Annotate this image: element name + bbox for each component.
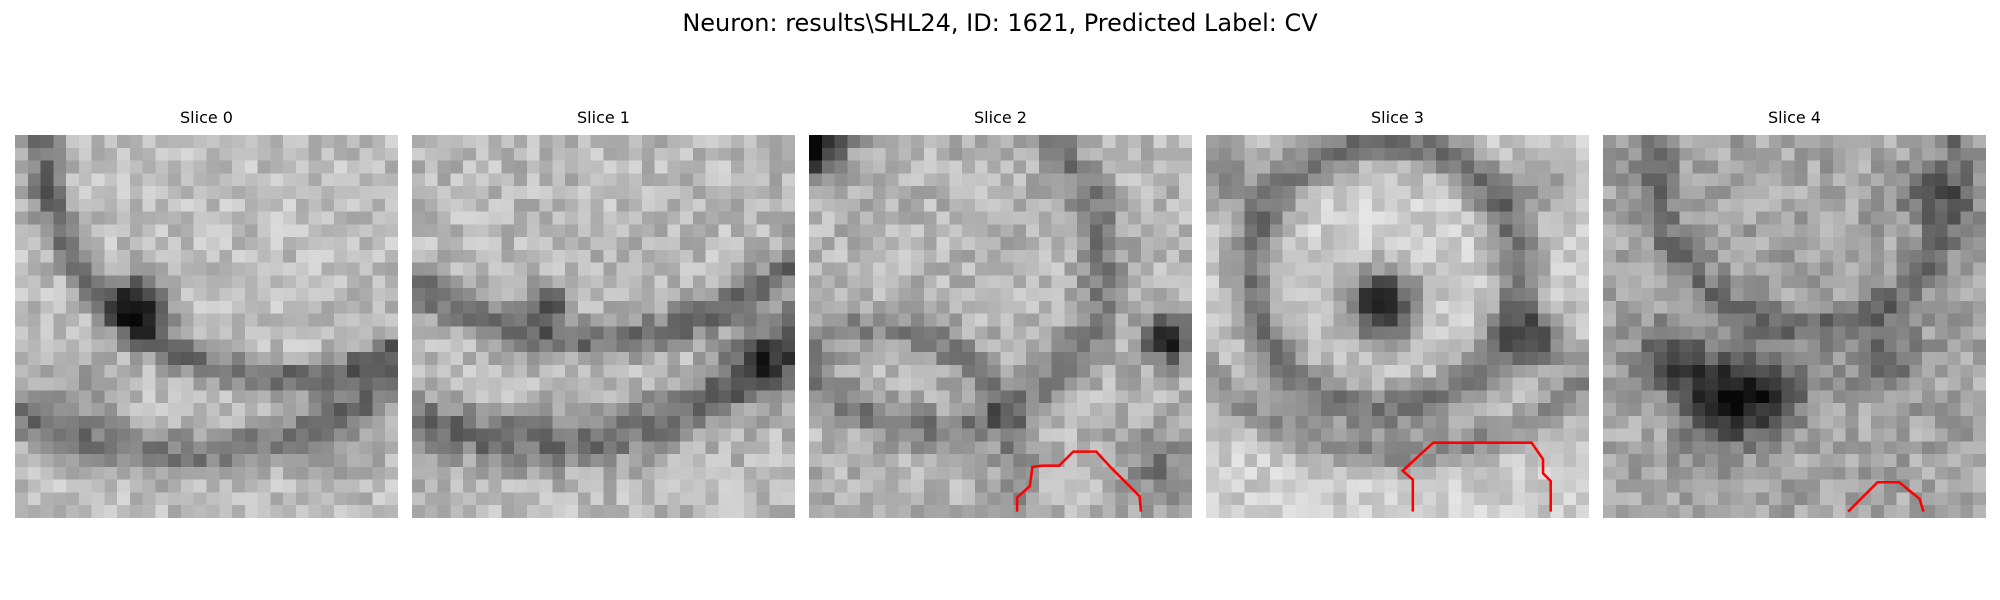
slice-title: Slice 4: [1768, 108, 1821, 127]
slice-image: [1603, 135, 1986, 518]
figure-title: Neuron: results\SHL24, ID: 1621, Predict…: [682, 9, 1318, 37]
grayscale-patch: [15, 135, 398, 518]
slice-panel: Slice 3: [1206, 108, 1589, 518]
slice-title: Slice 2: [974, 108, 1027, 127]
grayscale-patch: [1206, 135, 1589, 518]
grayscale-patch: [1603, 135, 1986, 518]
segmentation-contour: [1847, 480, 1925, 513]
slice-panel: Slice 1: [412, 108, 795, 518]
slice-image: [15, 135, 398, 518]
slice-title: Slice 3: [1371, 108, 1424, 127]
slice-panel: Slice 0: [15, 108, 398, 518]
slice-panel: Slice 2: [809, 108, 1192, 518]
grayscale-patch: [809, 135, 1192, 518]
segmentation-contour: [1015, 450, 1143, 512]
slice-title: Slice 0: [180, 108, 233, 127]
slice-panel: Slice 4: [1603, 108, 1986, 518]
slice-image: [809, 135, 1192, 518]
slice-image: [412, 135, 795, 518]
segmentation-contour: [1400, 441, 1552, 512]
slice-image: [1206, 135, 1589, 518]
grayscale-patch: [412, 135, 795, 518]
slice-title: Slice 1: [577, 108, 630, 127]
